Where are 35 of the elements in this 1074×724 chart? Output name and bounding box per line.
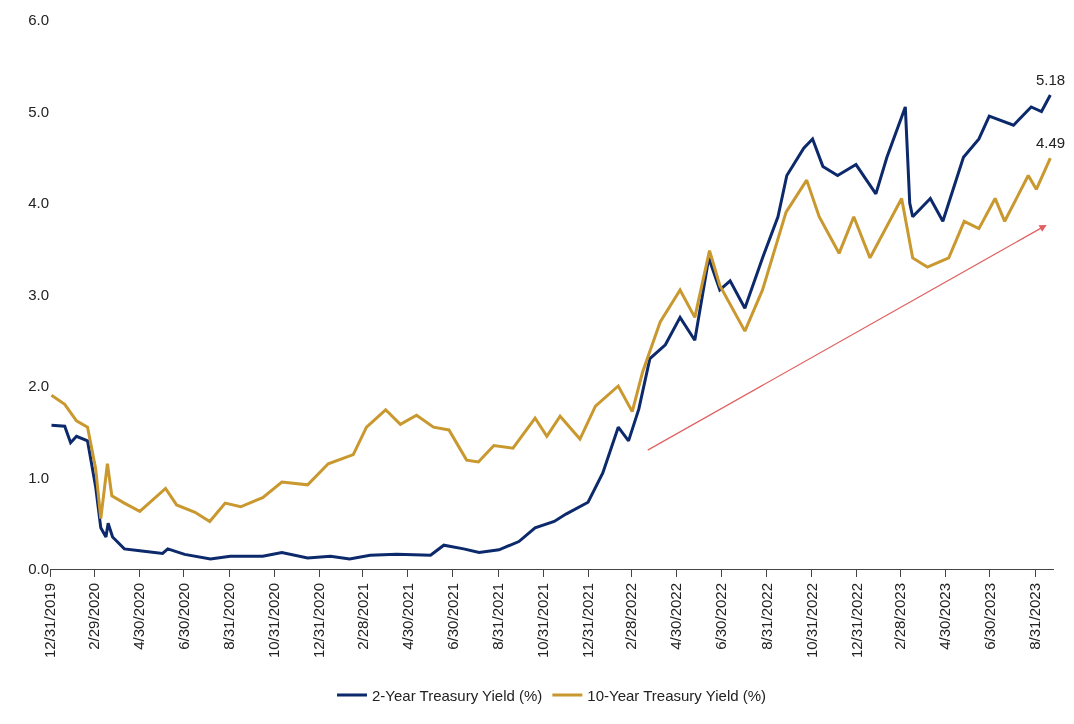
x-tick-label: 10/31/2022 bbox=[802, 583, 820, 659]
x-tick-label: 12/31/2019 bbox=[40, 583, 58, 659]
legend-label: 10-Year Treasury Yield (%) bbox=[587, 686, 767, 704]
y-tick-label: 0.0 bbox=[28, 560, 49, 578]
y-tick-label: 3.0 bbox=[28, 285, 49, 303]
x-tick-label: 2/28/2023 bbox=[891, 583, 909, 650]
x-tick-label: 10/31/2021 bbox=[534, 583, 552, 659]
x-tick-label: 10/31/2020 bbox=[265, 583, 283, 659]
y-tick-label: 1.0 bbox=[28, 468, 49, 486]
line-series bbox=[50, 156, 1052, 523]
annotation: 5.18 bbox=[1036, 71, 1066, 88]
annotation: 4.49 bbox=[1036, 134, 1066, 151]
x-tick-label: 2/28/2021 bbox=[353, 583, 371, 650]
x-tick-label: 12/31/2021 bbox=[578, 583, 596, 659]
y-tick-label: 2.0 bbox=[28, 377, 49, 395]
x-tick-label: 8/31/2021 bbox=[489, 583, 507, 650]
x-tick-label: 4/30/2023 bbox=[935, 583, 953, 650]
x-tick-label: 6/30/2021 bbox=[443, 583, 461, 650]
x-tick-label: 8/31/2020 bbox=[220, 583, 238, 650]
x-tick-label: 2/29/2020 bbox=[85, 583, 103, 650]
x-tick-label: 8/31/2023 bbox=[1026, 583, 1044, 650]
y-tick-label: 6.0 bbox=[28, 11, 49, 29]
y-tick-label: 4.0 bbox=[28, 194, 49, 212]
x-tick-label: 2/28/2022 bbox=[622, 583, 640, 650]
y-tick-label: 5.0 bbox=[28, 102, 49, 120]
x-tick-label: 6/30/2020 bbox=[174, 583, 192, 650]
x-tick-label: 6/30/2023 bbox=[980, 583, 998, 650]
x-tick-label: 6/30/2022 bbox=[712, 583, 730, 650]
legend-label: 2-Year Treasury Yield (%) bbox=[372, 686, 543, 704]
x-tick-label: 12/31/2022 bbox=[847, 583, 865, 659]
x-tick-label: 4/30/2022 bbox=[667, 583, 685, 650]
x-tick-label: 4/30/2021 bbox=[398, 583, 416, 650]
x-tick-label: 8/31/2022 bbox=[757, 583, 775, 650]
x-tick-label: 4/30/2020 bbox=[129, 583, 147, 650]
x-tick-label: 12/31/2020 bbox=[310, 583, 328, 659]
